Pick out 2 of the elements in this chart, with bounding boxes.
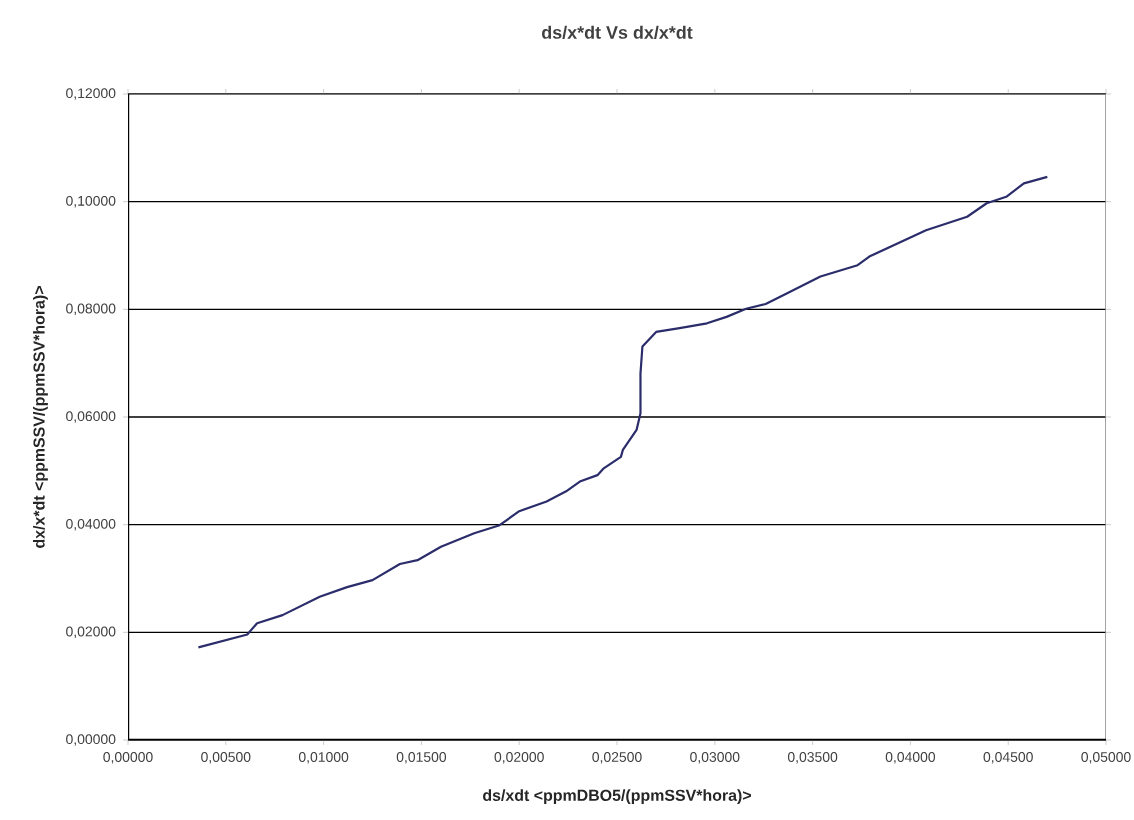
chart-title: ds/x*dt Vs dx/x*dt [542,25,693,39]
line-series [197,175,1049,649]
